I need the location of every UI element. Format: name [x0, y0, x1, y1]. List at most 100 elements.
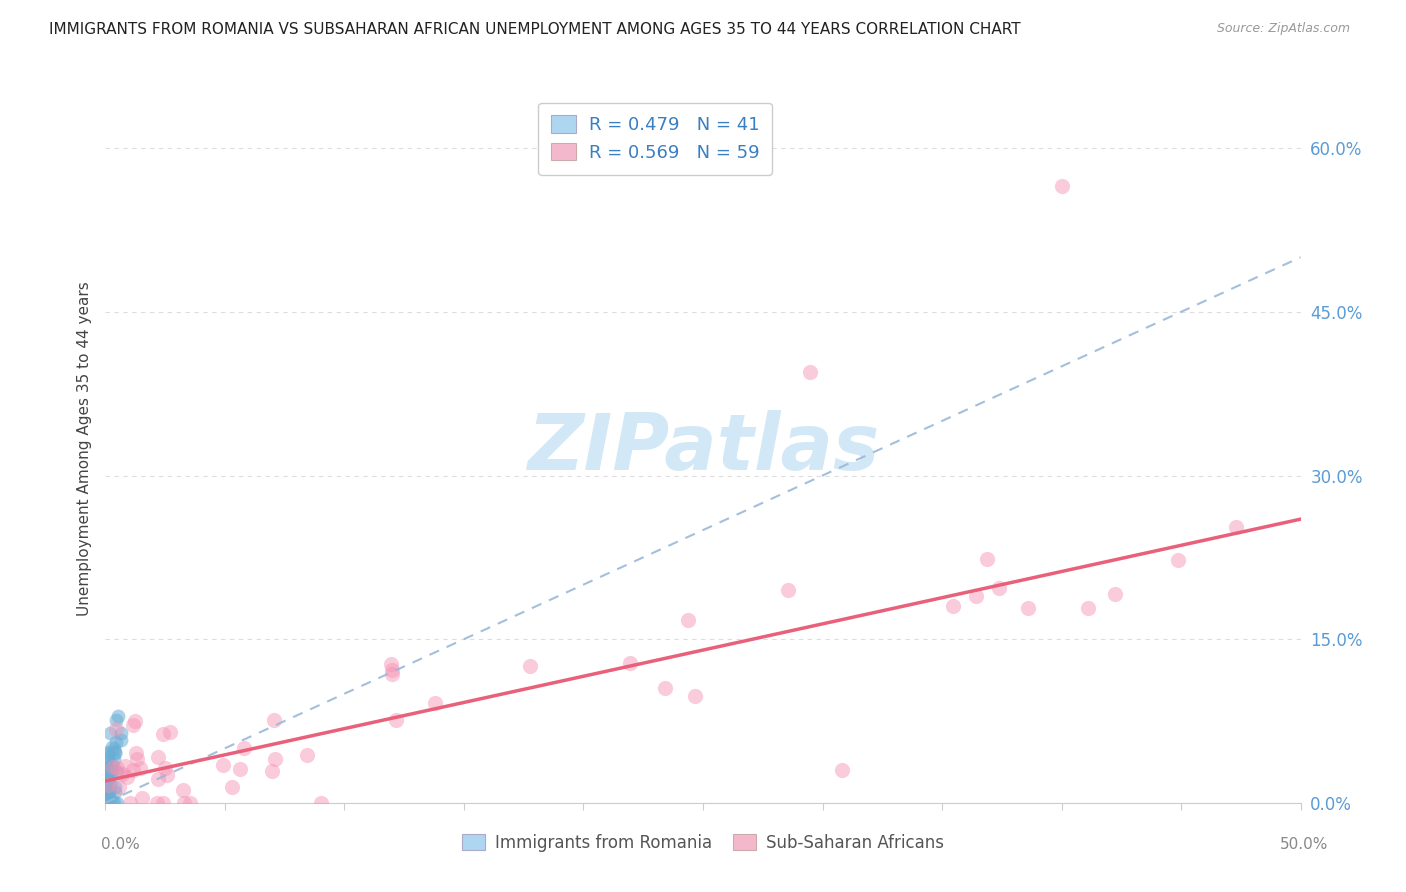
Point	[619, 656, 641, 670]
Point	[96, 760, 118, 774]
Point	[683, 689, 706, 703]
Point	[229, 762, 252, 776]
Point	[94, 782, 117, 797]
Point	[152, 796, 174, 810]
Point	[103, 752, 125, 766]
Point	[942, 599, 965, 614]
Point	[96, 772, 118, 787]
Point	[425, 696, 447, 710]
Point	[159, 725, 181, 739]
Point	[96, 773, 118, 788]
Point	[129, 761, 152, 775]
Point	[263, 713, 285, 727]
Point	[101, 795, 124, 809]
Point	[221, 780, 243, 794]
Point	[97, 749, 120, 764]
Point	[172, 783, 194, 797]
Point	[97, 778, 120, 792]
Point	[100, 758, 122, 772]
Point	[152, 727, 174, 741]
Point	[654, 681, 676, 695]
Point	[104, 735, 127, 749]
Point	[98, 795, 121, 809]
Point	[153, 761, 176, 775]
Point	[94, 781, 117, 796]
Legend: Immigrants from Romania, Sub-Saharan Africans: Immigrants from Romania, Sub-Saharan Afr…	[456, 827, 950, 858]
Point	[101, 763, 124, 777]
Point	[965, 589, 987, 603]
Point	[97, 764, 120, 779]
Point	[1017, 601, 1039, 615]
Point	[115, 770, 138, 784]
Point	[212, 758, 235, 772]
Point	[799, 365, 821, 379]
Point	[94, 773, 117, 788]
Point	[104, 723, 127, 737]
Point	[110, 733, 132, 747]
Point	[105, 713, 128, 727]
Point	[125, 752, 148, 766]
Point	[107, 708, 129, 723]
Point	[384, 713, 406, 727]
Text: 50.0%: 50.0%	[1281, 838, 1329, 852]
Text: 0.0%: 0.0%	[101, 838, 141, 852]
Point	[1050, 179, 1073, 194]
Point	[232, 740, 254, 755]
Point	[110, 726, 132, 740]
Point	[146, 796, 169, 810]
Point	[381, 666, 404, 681]
Point	[104, 746, 127, 760]
Point	[96, 793, 118, 807]
Point	[96, 789, 118, 804]
Point	[380, 657, 402, 671]
Point	[260, 764, 283, 778]
Point	[105, 796, 128, 810]
Point	[179, 796, 201, 810]
Point	[146, 750, 169, 764]
Point	[98, 726, 121, 740]
Point	[111, 767, 134, 781]
Point	[1076, 600, 1098, 615]
Point	[381, 664, 404, 678]
Point	[98, 768, 121, 782]
Point	[676, 613, 699, 627]
Point	[103, 760, 125, 774]
Point	[100, 739, 122, 754]
Point	[105, 765, 128, 780]
Point	[97, 747, 120, 762]
Point	[1167, 552, 1189, 566]
Point	[108, 780, 131, 795]
Point	[295, 747, 318, 762]
Point	[124, 746, 146, 760]
Point	[776, 582, 799, 597]
Point	[124, 714, 146, 729]
Point	[103, 780, 125, 795]
Point	[131, 790, 153, 805]
Point	[103, 742, 125, 756]
Text: ZIPatlas: ZIPatlas	[527, 410, 879, 486]
Text: IMMIGRANTS FROM ROMANIA VS SUBSAHARAN AFRICAN UNEMPLOYMENT AMONG AGES 35 TO 44 Y: IMMIGRANTS FROM ROMANIA VS SUBSAHARAN AF…	[49, 22, 1021, 37]
Point	[103, 795, 125, 809]
Point	[156, 768, 179, 782]
Point	[114, 758, 136, 772]
Point	[519, 659, 541, 673]
Point	[98, 788, 121, 802]
Point	[120, 796, 142, 810]
Point	[94, 761, 117, 775]
Point	[121, 717, 143, 731]
Text: Source: ZipAtlas.com: Source: ZipAtlas.com	[1216, 22, 1350, 36]
Point	[104, 784, 127, 798]
Point	[96, 785, 118, 799]
Point	[104, 745, 127, 759]
Point	[122, 763, 145, 777]
Point	[98, 785, 121, 799]
Point	[96, 774, 118, 789]
Point	[1104, 587, 1126, 601]
Point	[831, 763, 853, 777]
Point	[94, 771, 117, 785]
Point	[1225, 520, 1247, 534]
Point	[96, 752, 118, 766]
Point	[988, 581, 1011, 595]
Point	[97, 745, 120, 759]
Point	[264, 752, 287, 766]
